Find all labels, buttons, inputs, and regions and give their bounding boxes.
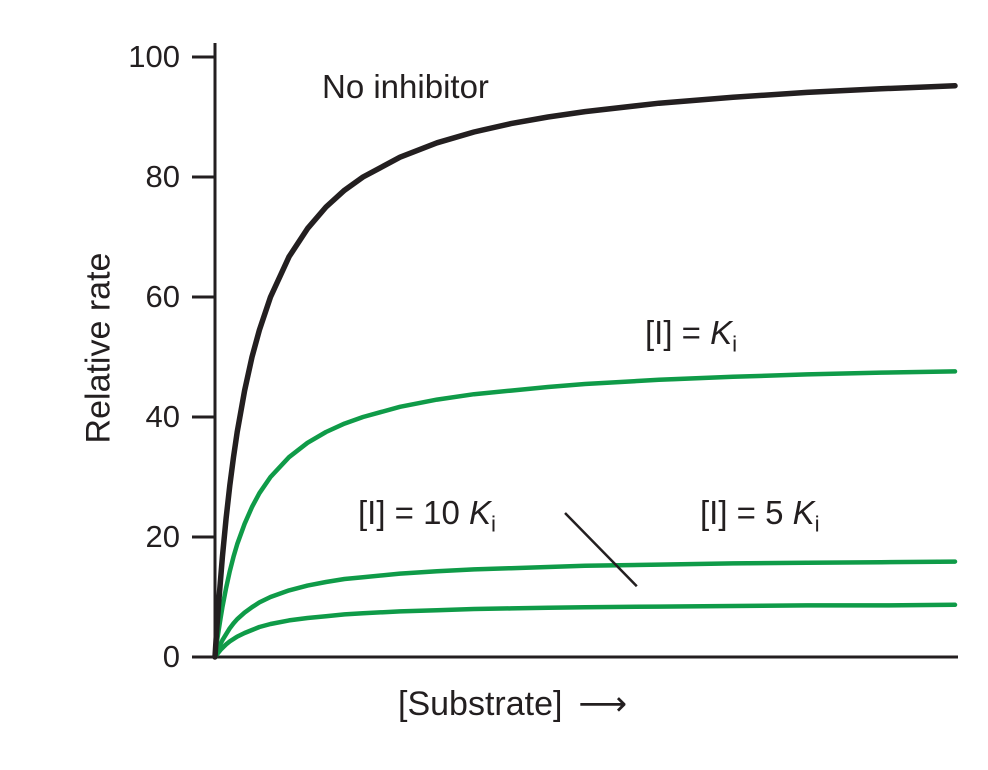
y-tick-label: 40 [145,399,180,434]
curve-inhibitor-10ki [212,602,958,660]
x-axis-title: [Substrate] ⟶ [398,684,627,724]
curve-label-prefix: [I] = [645,314,711,351]
ki-subscript: i [814,511,820,537]
y-tick-label: 20 [145,519,180,554]
ki-subscript: i [491,511,497,537]
curve-label-i-equals-5ki: [I] = 5 Ki [700,494,820,538]
curve-inhibitor-5ki [212,559,958,660]
x-axis-title-text: [Substrate] [398,685,563,723]
curve-no-inhibitor [212,83,958,660]
y-tick-label: 0 [162,639,180,674]
y-tick-label: 80 [145,159,180,194]
y-tick-label: 100 [128,39,180,74]
y-axis-tick-labels: 0 20 40 60 80 100 [0,0,184,770]
ki-symbol: K [469,494,492,531]
y-tick-label: 60 [145,279,180,314]
ki-subscript: i [732,331,738,357]
curve-label-i-equals-10ki: [I] = 10 Ki [358,494,496,538]
right-arrow-icon: ⟶ [578,684,628,724]
curve-label-i-equals-ki: [I] = Ki [645,314,737,358]
curve-label-prefix: [I] = 5 [700,494,793,531]
curve-inhibitor-ki [212,369,958,660]
annotation-callout-line [564,512,638,588]
curve-label-prefix: [I] = 10 [358,494,469,531]
curve-label-no-inhibitor: No inhibitor [322,68,489,105]
ki-symbol: K [792,494,815,531]
ki-symbol: K [710,314,733,351]
